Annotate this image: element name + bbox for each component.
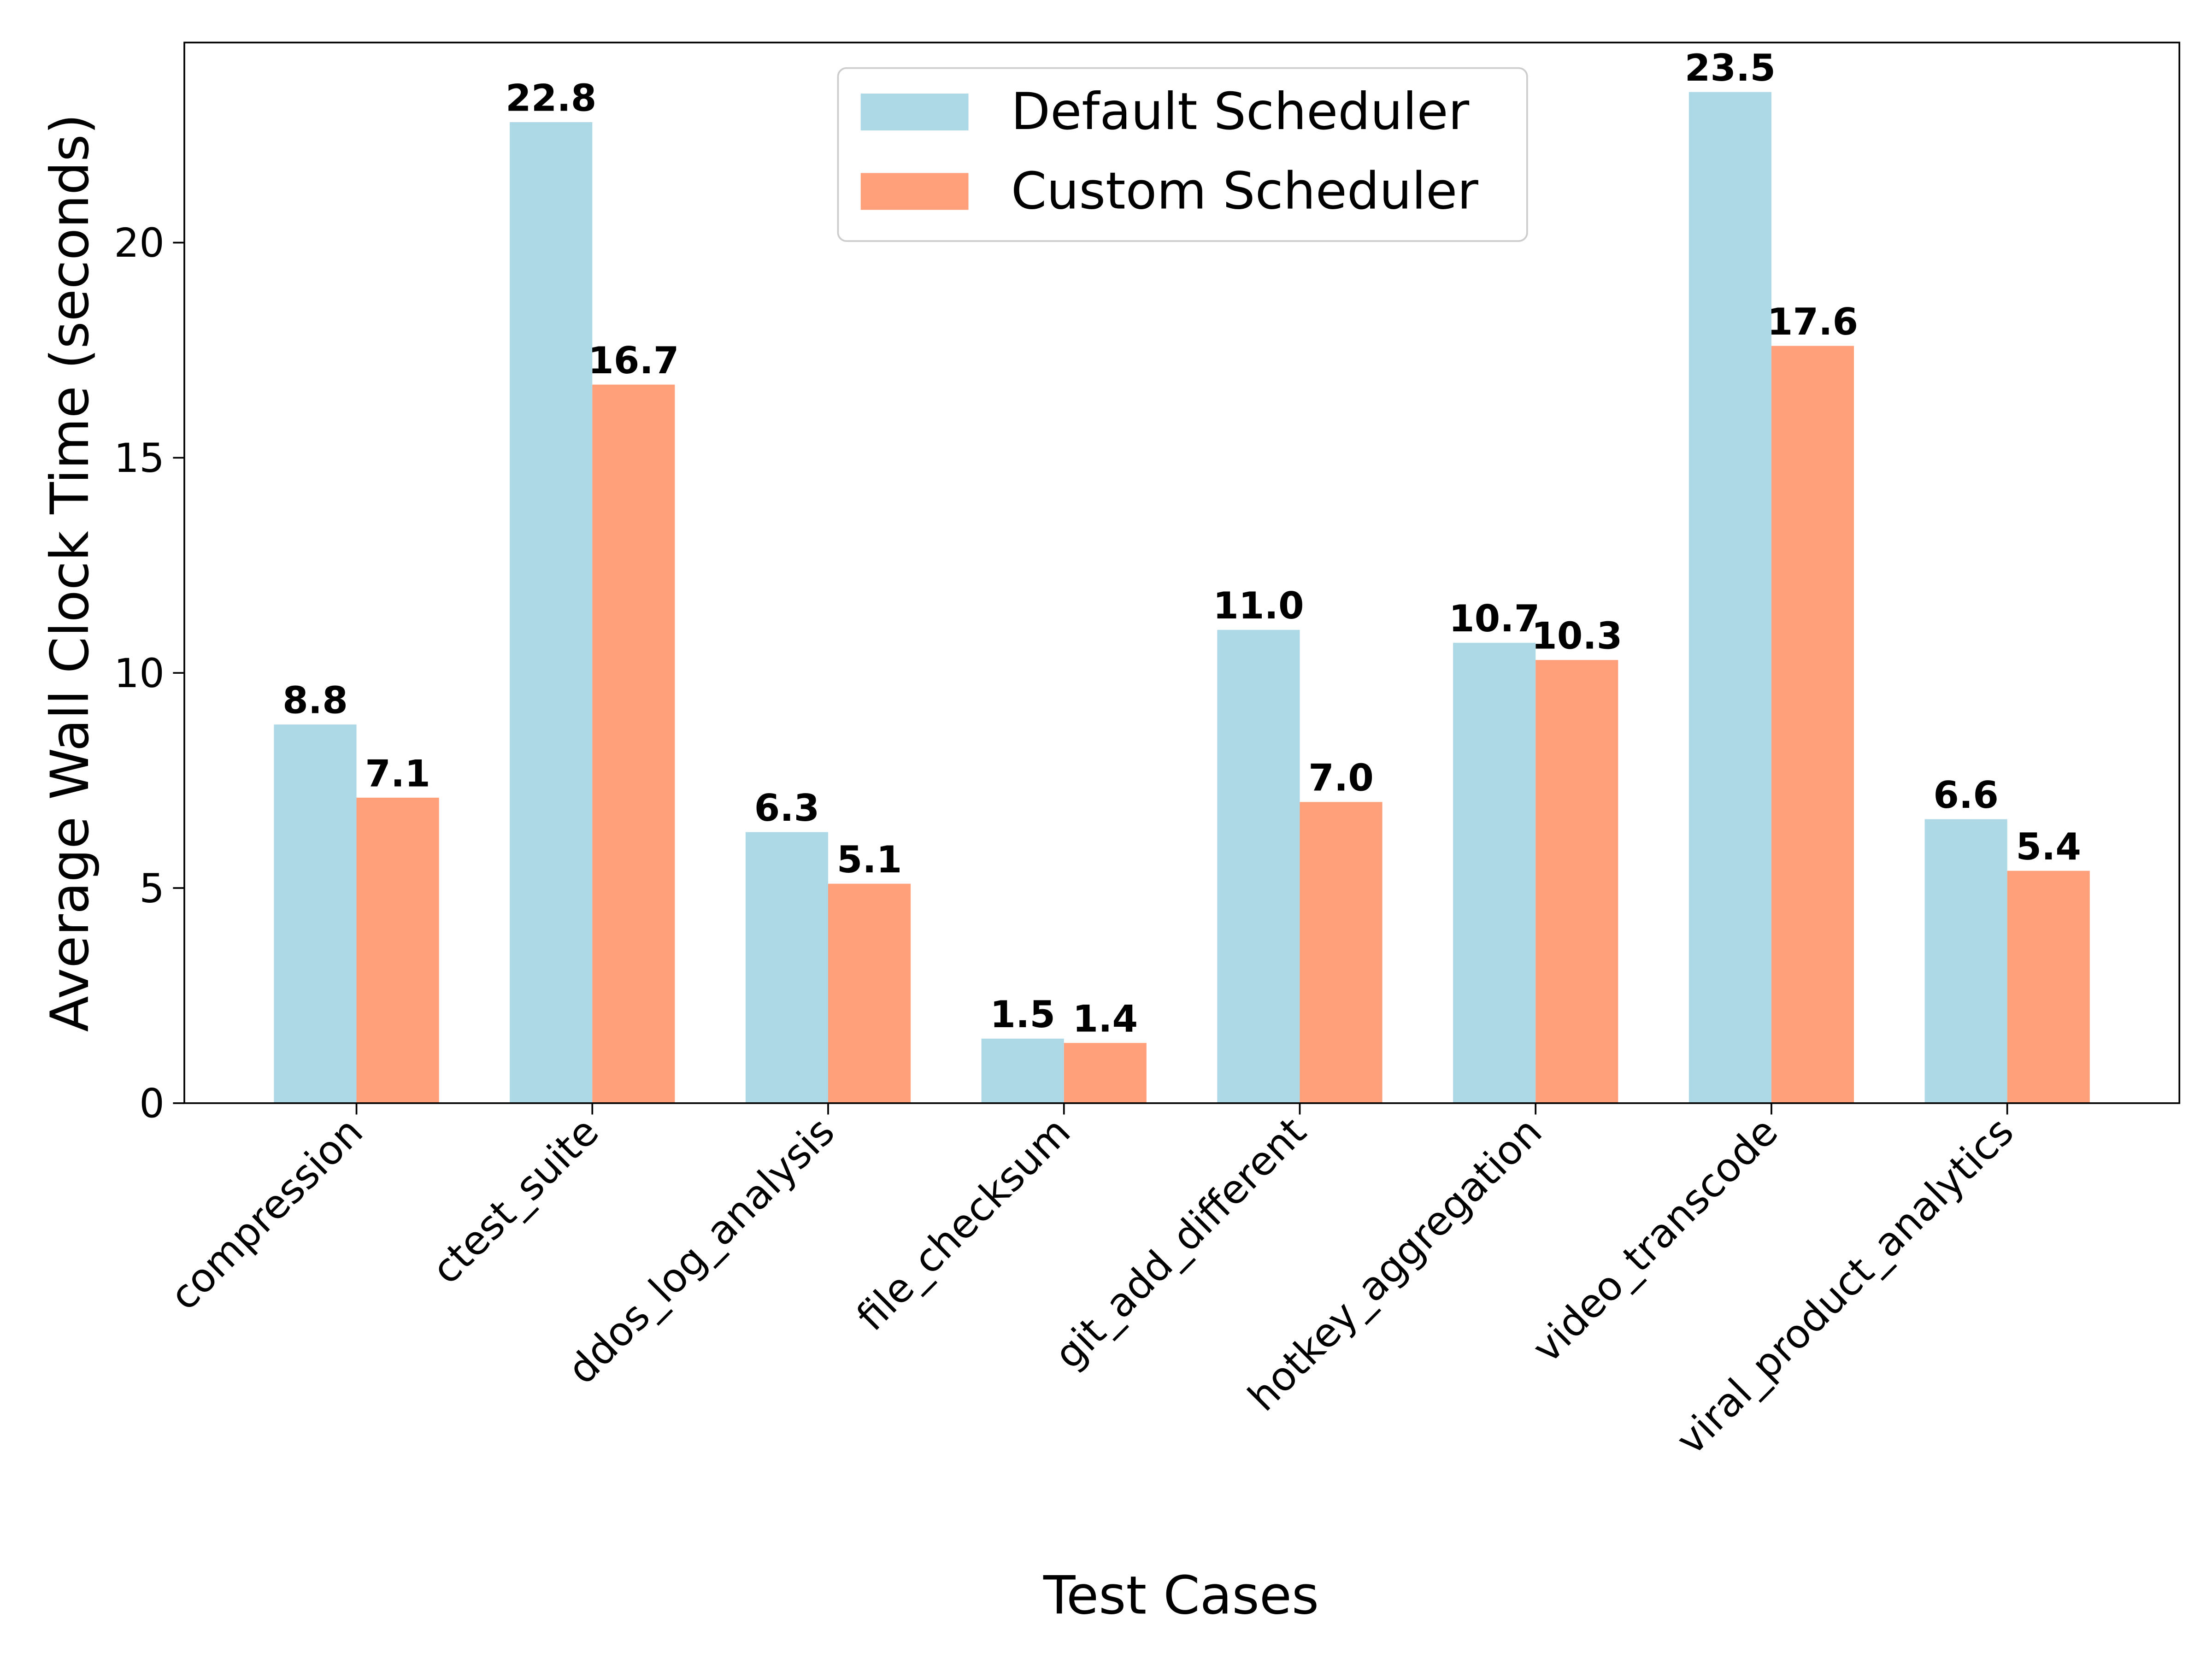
bar (592, 384, 675, 1103)
legend: Default Scheduler Custom Scheduler (837, 67, 1528, 242)
data-label: 5.1 (837, 838, 902, 881)
bar (981, 1038, 1064, 1103)
data-label: 6.3 (754, 787, 820, 830)
bar (1217, 629, 1300, 1103)
bar (828, 883, 911, 1103)
bar (1924, 819, 2007, 1103)
x-tick-label: compression (161, 1109, 372, 1319)
y-tick-label: 0 (139, 1081, 165, 1127)
plot-frame (183, 41, 2181, 1104)
data-label: 1.4 (1072, 998, 1138, 1041)
y-tick-label: 20 (114, 220, 165, 266)
data-label: 10.3 (1531, 615, 1622, 658)
y-tick-label: 5 (139, 866, 165, 912)
data-label: 23.5 (1685, 47, 1776, 89)
x-tick-label: git_add_different (1046, 1109, 1315, 1378)
bar (274, 724, 357, 1103)
bar (356, 797, 439, 1103)
x-tick-label: ddos_log_analysis (559, 1109, 843, 1393)
x-tick-label: file_checksum (848, 1109, 1079, 1340)
x-axis-label: Test Cases (1043, 1565, 1319, 1626)
bar (1453, 642, 1536, 1103)
data-label: 16.7 (588, 339, 679, 382)
data-label: 1.5 (990, 993, 1055, 1036)
data-label: 17.6 (1767, 300, 1858, 343)
data-label: 8.8 (282, 679, 348, 722)
legend-swatch (860, 173, 969, 210)
x-tick-label: ctest_suite (423, 1109, 607, 1293)
data-label: 6.6 (1933, 774, 1999, 817)
bar (745, 832, 829, 1103)
y-axis-label: Average Wall Clock Time (seconds) (39, 114, 100, 1032)
bar (2007, 871, 2090, 1103)
legend-label: Custom Scheduler (1011, 161, 1478, 221)
bar (510, 122, 593, 1103)
data-label: 10.7 (1449, 597, 1540, 640)
y-tick-label: 10 (114, 651, 165, 697)
legend-frame (837, 67, 1528, 242)
bar (1688, 92, 1771, 1103)
bar (1771, 346, 1854, 1103)
data-label: 5.4 (2016, 825, 2081, 868)
data-label: 22.8 (506, 76, 596, 119)
bar (1300, 802, 1382, 1103)
legend-swatch (860, 94, 969, 131)
y-tick-label: 15 (114, 435, 165, 482)
bar (1064, 1043, 1147, 1103)
data-label: 7.1 (365, 752, 430, 795)
bar (1535, 660, 1618, 1103)
data-label: 11.0 (1213, 584, 1304, 627)
legend-label: Default Scheduler (1011, 82, 1470, 141)
data-label: 7.0 (1308, 757, 1374, 800)
x-tick-label: video_transcode (1524, 1109, 1787, 1372)
